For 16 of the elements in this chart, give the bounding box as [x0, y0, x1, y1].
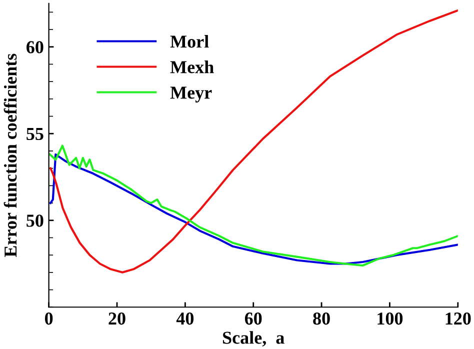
y-axis-title: Error function coefficients: [4, 54, 17, 257]
legend-label: Morl: [170, 35, 209, 48]
y-tick-label: 60: [26, 41, 44, 54]
x-tick-label: 80: [313, 312, 330, 325]
x-tick-label: 100: [378, 312, 403, 325]
x-tick-label: 0: [44, 312, 53, 325]
x-tick-label: 20: [108, 312, 126, 325]
x-tick-label: 40: [176, 312, 194, 325]
y-tick-label: 55: [26, 128, 44, 140]
x-tick-label: 60: [244, 312, 262, 325]
legend-label: Mexh: [170, 60, 214, 74]
x-axis-title: Scale, a: [222, 331, 284, 346]
line-series: [49, 9, 458, 274]
legend-label: Meyr: [170, 86, 212, 102]
x-tick-label: 120: [446, 312, 471, 325]
y-tick-label: 50: [26, 214, 44, 227]
